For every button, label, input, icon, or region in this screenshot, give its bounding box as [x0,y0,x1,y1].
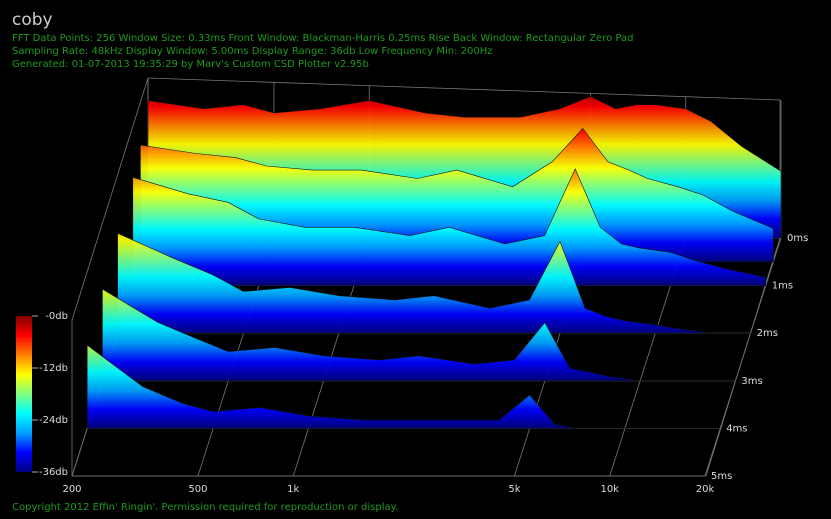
frame-line [71,77,149,321]
z-tick-label: 5ms [711,471,732,482]
x-tick-label: 20k [696,484,715,495]
z-tick-label: 2ms [757,328,778,339]
waterfall-slice [132,168,767,286]
x-tick-label: 500 [188,484,207,495]
z-tick-label: 1ms [772,281,793,292]
info-line: FFT Data Points: 256 Window Size: 0.33ms… [12,33,633,44]
colorbar-label: -24db [39,415,68,426]
frame-line [147,77,781,101]
colorbar-label: -12db [39,363,68,374]
z-tick-label: 0ms [787,233,808,244]
x-tick-label: 200 [62,484,81,495]
chart-title: coby [12,10,53,30]
colorbar-label: -36db [39,467,68,478]
waterfall-slice [102,288,736,382]
footer: Copyright 2012 Effin' Ringin'. Permissio… [12,502,398,513]
waterfall-slice [86,344,721,429]
waterfall-slice [117,232,751,334]
colorbar [16,316,32,472]
colorbar-label: -0db [45,311,68,322]
grid-line [704,237,782,477]
x-tick-label: 1k [287,484,299,495]
info-line: Generated: 01-07-2013 19:35:29 by Marv's… [12,59,369,70]
x-tick-label: 5k [508,484,520,495]
x-tick-label: 10k [600,484,619,495]
z-tick-label: 3ms [741,376,762,387]
z-tick-label: 4ms [726,423,747,434]
info-line: Sampling Rate: 48kHz Display Window: 5.0… [12,46,493,57]
